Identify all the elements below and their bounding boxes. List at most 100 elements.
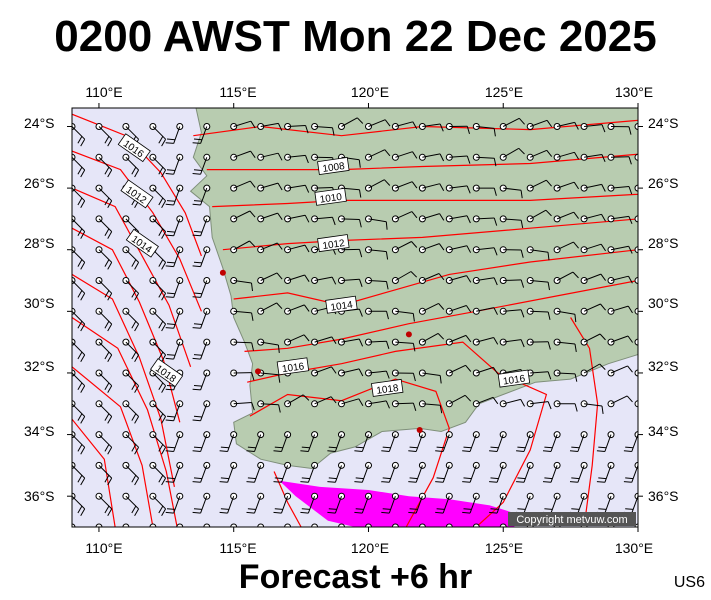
wind-barb-feather <box>134 385 140 393</box>
wind-barb-feather <box>251 402 255 411</box>
wind-barb-feather <box>305 155 309 164</box>
wind-barb-feather <box>165 265 174 268</box>
wind-barb <box>391 211 418 223</box>
wind-barb-feather <box>489 481 498 483</box>
wind-barb <box>472 246 498 256</box>
wind-barb-feather <box>250 120 256 129</box>
wind-barb-feather <box>104 321 110 329</box>
wind-barb-shaft <box>610 245 629 251</box>
wind-barb-shaft <box>476 126 495 129</box>
wind-barb-feather <box>158 444 164 452</box>
wind-barb-feather <box>77 197 83 206</box>
wind-barb-feather <box>466 155 471 164</box>
wind-barb-feather <box>165 296 174 298</box>
wind-barb <box>122 369 140 393</box>
wind-barb <box>418 153 445 162</box>
wind-barb-feather <box>161 354 167 363</box>
wind-barb-feather <box>134 293 140 301</box>
wind-barb-feather <box>627 335 634 343</box>
isobar-label-text: 1016 <box>281 361 305 375</box>
wind-barb <box>284 394 310 408</box>
wind-barb-feather <box>276 302 283 310</box>
wind-barb-feather <box>80 447 86 455</box>
wind-barb-station <box>176 523 184 527</box>
wind-barb-feather <box>104 166 110 175</box>
wind-barb-station <box>72 215 76 223</box>
wind-barb-station <box>634 153 638 161</box>
wind-barb-shaft <box>415 465 423 483</box>
wind-barb-shaft <box>287 125 306 127</box>
wind-barb <box>634 153 638 161</box>
wind-barb-shaft <box>72 218 86 232</box>
isobar-line <box>247 341 548 527</box>
wind-barb <box>327 461 345 483</box>
wind-barb-shaft <box>173 126 181 144</box>
wind-barb-feather <box>80 416 86 424</box>
wind-barb-feather <box>462 481 471 483</box>
wind-barb <box>95 184 113 209</box>
wind-barb <box>526 246 550 261</box>
wind-barb <box>165 246 184 268</box>
wind-barb <box>257 302 283 315</box>
wind-barb-feather <box>301 477 310 480</box>
wind-barb-feather <box>78 537 82 544</box>
wind-barb-feather <box>134 354 140 363</box>
wind-barb-station <box>499 523 507 527</box>
wind-barb <box>526 149 553 161</box>
wind-barb-feather <box>161 200 167 209</box>
wind-barb-feather <box>165 450 174 452</box>
wind-barb <box>365 338 390 349</box>
wind-barb-shaft <box>98 403 113 417</box>
wind-barb-feather <box>107 231 113 239</box>
wind-barb-feather <box>134 477 140 486</box>
wind-barb-feather <box>408 450 417 452</box>
wind-barb-feather <box>411 181 418 189</box>
wind-barb-station <box>72 123 76 130</box>
map-title: 0200 AWST Mon 22 Dec 2025 <box>54 12 657 61</box>
wind-barb <box>122 338 140 363</box>
wind-barb-feather <box>358 398 364 406</box>
isobar-label: 1016 <box>276 357 310 376</box>
wind-barb-feather <box>573 241 579 249</box>
wind-barb-shaft <box>368 370 387 374</box>
wind-barb-shaft <box>200 434 208 452</box>
wind-barb-shaft <box>637 157 638 158</box>
wind-barb-feather <box>192 296 201 298</box>
wind-barb-shaft <box>98 218 113 232</box>
wind-barb-feather <box>358 338 364 347</box>
wind-barb-feather <box>193 543 201 544</box>
wind-barb-feather <box>192 450 201 452</box>
wind-barb <box>607 275 633 284</box>
wind-barb-shaft <box>72 341 86 356</box>
wind-barb-shaft <box>233 210 251 220</box>
wind-barb <box>219 431 238 452</box>
wind-barb-shaft <box>152 156 166 171</box>
wind-barb-feather <box>464 394 472 402</box>
wind-barb-shaft <box>341 218 360 220</box>
wind-barb-feather <box>107 354 113 363</box>
wind-barb-shaft <box>233 310 252 314</box>
wind-barb-feather <box>516 450 525 452</box>
wind-barb <box>122 246 140 270</box>
wind-barb <box>445 334 472 346</box>
wind-barb <box>300 461 319 483</box>
wind-barb-shaft <box>503 339 522 343</box>
wind-barb-shaft <box>577 465 585 483</box>
wind-barb-station <box>634 215 638 223</box>
wind-barb <box>192 492 211 514</box>
wind-barb-shaft <box>98 187 113 202</box>
wind-barb-shaft <box>469 434 477 452</box>
wind-barb-feather <box>385 370 390 379</box>
wind-barb-feather <box>159 537 163 544</box>
wind-barb <box>72 461 86 486</box>
wind-barb-shaft <box>173 157 181 175</box>
wind-barb-feather <box>165 388 174 391</box>
wind-barb-feather <box>544 446 553 449</box>
isobar-line <box>72 187 192 367</box>
wind-barb-shaft <box>334 434 342 452</box>
wind-barb <box>472 184 497 196</box>
wind-barb-shaft <box>314 276 333 281</box>
wind-barb-feather <box>219 450 228 452</box>
wind-barb-shaft <box>233 180 251 189</box>
wind-barb <box>634 400 638 408</box>
